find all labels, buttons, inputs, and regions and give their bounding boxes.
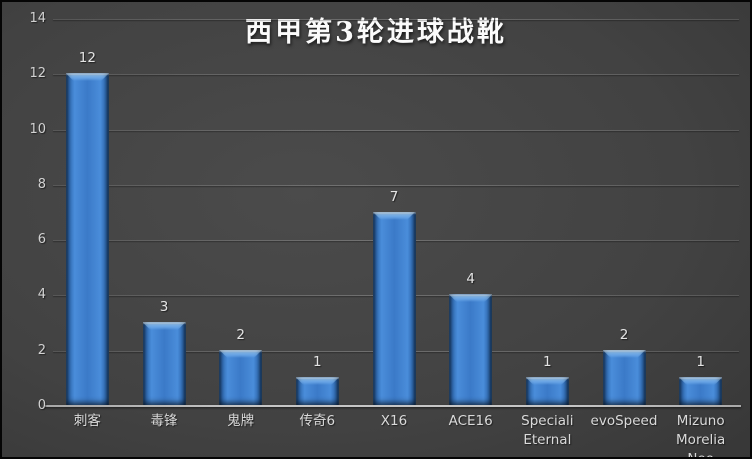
x-axis-category-label: Speciali Eternal — [521, 413, 574, 448]
bar-value-label: 1 — [543, 354, 552, 371]
plot-area: 12 3 2 1 7 4 1 2 1 — [45, 19, 741, 407]
bar-value-label: 1 — [313, 354, 322, 371]
bar-value-label: 7 — [389, 188, 399, 205]
x-axis-category-label: 刺客 — [73, 413, 101, 429]
bar-value-label: 1 — [696, 354, 705, 371]
bar — [525, 377, 569, 405]
x-axis-category-label: 鬼牌 — [227, 413, 255, 429]
y-axis-tick-label: 0 — [37, 398, 46, 413]
bar-value-label: 3 — [159, 299, 169, 316]
y-axis-tick-label: 8 — [37, 176, 46, 192]
y-axis-tick-label: 12 — [29, 66, 46, 82]
bar — [449, 294, 493, 405]
bar-value-label: 12 — [78, 50, 96, 67]
y-axis-tick-label: 10 — [29, 121, 46, 137]
x-axis-category-label: evoSpeed — [590, 413, 658, 429]
gridline — [53, 184, 739, 186]
x-axis-category-label: ACE16 — [448, 413, 493, 429]
bar-value-label: 4 — [466, 271, 475, 288]
x-axis-category-label: Mizuno Morelia Neo — [676, 413, 726, 459]
bar-value-label: 2 — [619, 326, 629, 343]
bar-value-label: 2 — [236, 326, 245, 343]
gridline — [53, 74, 739, 76]
x-axis-category-label: X16 — [380, 413, 408, 429]
bar — [372, 211, 416, 405]
bar — [295, 377, 339, 405]
chart-title: 西甲第3轮进球战靴 — [245, 17, 507, 48]
gridline — [53, 19, 739, 20]
bar — [679, 377, 723, 405]
x-axis-category-label: 传奇6 — [299, 413, 336, 429]
bar — [142, 322, 186, 405]
x-axis-line — [45, 405, 741, 407]
bar — [602, 349, 646, 405]
y-axis-tick-label: 4 — [37, 287, 46, 303]
gridline — [53, 129, 739, 131]
y-axis-tick-label: 2 — [37, 342, 46, 358]
bar — [65, 73, 109, 405]
y-axis-tick-label: 14 — [29, 11, 46, 26]
y-axis-tick-label: 6 — [37, 232, 46, 248]
x-axis-category-label: 毒锋 — [150, 413, 178, 429]
bar — [219, 349, 263, 405]
